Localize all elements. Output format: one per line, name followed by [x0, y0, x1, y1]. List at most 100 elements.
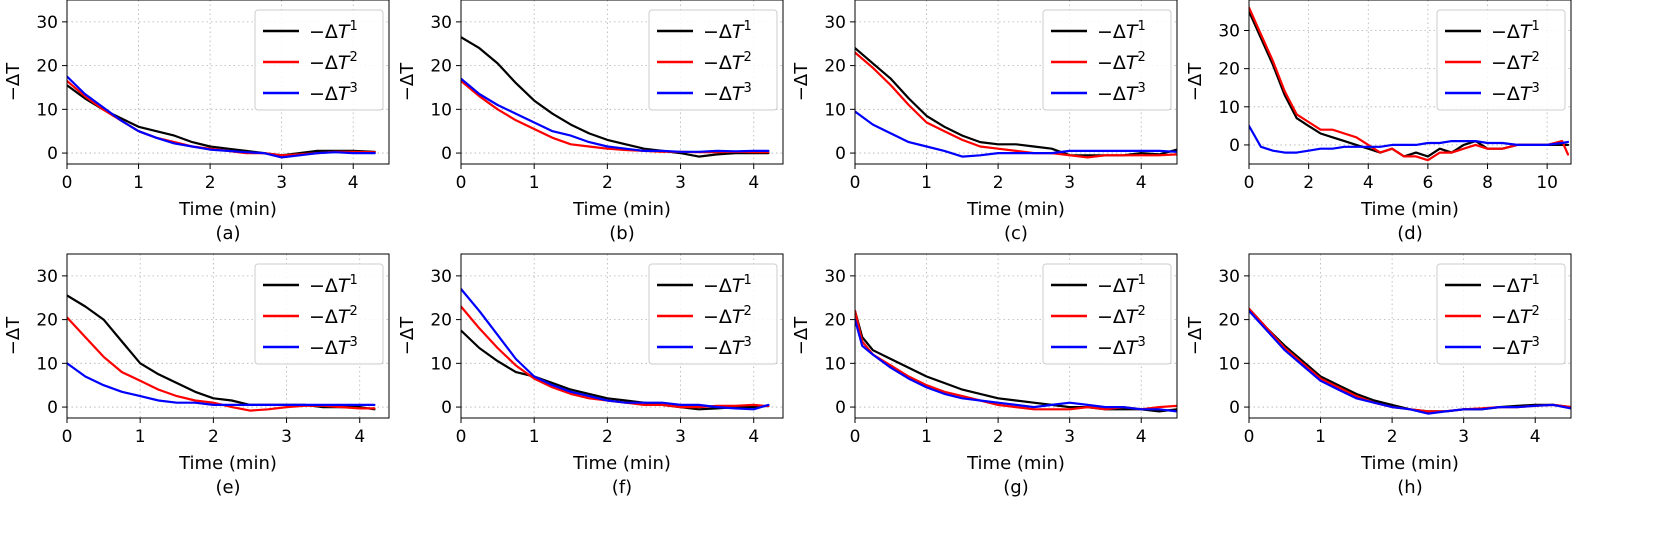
x-tick-label: 1 [1315, 427, 1326, 447]
series-line-3 [461, 77, 770, 153]
x-axis-label: Time (min) [1360, 199, 1459, 220]
y-tick-label: 10 [1218, 98, 1240, 118]
y-tick-label: 30 [430, 13, 452, 33]
x-tick-label: 1 [921, 173, 932, 193]
legend: −ΔT1 −ΔT2 −ΔT3 [648, 263, 778, 365]
axes-frame [460, 253, 784, 419]
y-tick-label: 0 [835, 144, 846, 164]
legend-label-2: −ΔT2 [703, 304, 752, 328]
legend: −ΔT1 −ΔT2 −ΔT3 [648, 9, 778, 111]
y-axis-label: −ΔT [1185, 316, 1206, 355]
series-line-3 [67, 75, 376, 159]
x-tick-label: 0 [1244, 173, 1255, 193]
legend-frame [1042, 263, 1172, 365]
legend-label-1: −ΔT1 [1097, 19, 1146, 43]
x-tick-label: 2 [1303, 173, 1314, 193]
x-tick-label: 0 [850, 173, 861, 193]
legend-label-1: −ΔT1 [1491, 273, 1540, 297]
y-tick-label: 10 [824, 100, 846, 120]
x-tick-label: 3 [675, 173, 686, 193]
panel-caption: (e) [215, 477, 240, 498]
x-tick-label: 1 [921, 427, 932, 447]
legend-label-2: −ΔT2 [309, 50, 358, 74]
y-tick-label: 20 [36, 57, 58, 77]
x-tick-label: 4 [748, 173, 759, 193]
legend-label-1: −ΔT1 [309, 19, 358, 43]
x-tick-label: 1 [135, 427, 146, 447]
x-tick-label: 2 [993, 427, 1004, 447]
legend-label-2: −ΔT2 [1097, 50, 1146, 74]
x-tick-label: 6 [1422, 173, 1433, 193]
y-tick-label: 10 [36, 100, 58, 120]
legend-label-3: −ΔT3 [309, 81, 358, 105]
legend: −ΔT1 −ΔT2 −ΔT3 [254, 263, 384, 365]
x-axis-label: Time (min) [572, 199, 671, 220]
legend-label-3: −ΔT3 [309, 335, 358, 359]
legend: −ΔT1 −ΔT2 −ΔT3 [254, 9, 384, 111]
y-tick-label: 0 [47, 398, 58, 418]
y-tick-label: 30 [1218, 22, 1240, 42]
series-line-1 [855, 309, 1177, 413]
x-tick-label: 0 [850, 427, 861, 447]
x-tick-label: 0 [62, 173, 73, 193]
panel-caption: (d) [1397, 223, 1422, 244]
legend-label-2: −ΔT2 [1097, 304, 1146, 328]
x-tick-label: 0 [456, 427, 467, 447]
x-axis-label: Time (min) [1360, 453, 1459, 474]
x-tick-label: 2 [208, 427, 219, 447]
series-line-3 [1249, 309, 1571, 415]
y-tick-label: 20 [824, 57, 846, 77]
legend-frame [254, 263, 384, 365]
y-tick-label: 20 [430, 57, 452, 77]
y-axis-label: −ΔT [397, 62, 418, 101]
panel-h: 0 1 2 3 4 0 10 20 30 Time (min) −ΔT (h) −ΔT1 −ΔT2 −ΔT3 [1185, 253, 1572, 498]
y-axis-label: −ΔT [791, 316, 812, 355]
x-tick-label: 0 [62, 427, 73, 447]
legend-label-3: −ΔT3 [703, 81, 752, 105]
x-tick-label: 2 [602, 427, 613, 447]
y-axis-label: −ΔT [3, 316, 24, 355]
panel-e: 0 1 2 3 4 0 10 20 30 Time (min) −ΔT (e) −ΔT1 −ΔT2 −ΔT3 [3, 253, 390, 498]
legend-frame [1042, 9, 1172, 111]
x-tick-label: 10 [1536, 173, 1558, 193]
x-tick-label: 4 [348, 173, 359, 193]
y-axis-label: −ΔT [791, 62, 812, 101]
x-axis-label: Time (min) [178, 199, 277, 220]
series-line-3 [855, 110, 1177, 158]
x-tick-label: 4 [748, 427, 759, 447]
legend-label-3: −ΔT3 [1097, 81, 1146, 105]
y-tick-label: 30 [36, 13, 58, 33]
x-tick-label: 4 [1136, 427, 1147, 447]
series-line-2 [855, 51, 1177, 159]
y-tick-label: 30 [1218, 267, 1240, 287]
series-line-1 [461, 36, 770, 158]
legend-label-3: −ΔT3 [1097, 335, 1146, 359]
y-tick-label: 0 [47, 144, 58, 164]
axes-frame [1248, 253, 1572, 419]
legend-frame [254, 9, 384, 111]
panel-caption: (h) [1397, 477, 1422, 498]
series-line-2 [461, 79, 770, 154]
axes-frame [460, 0, 784, 165]
panel-c: 0 1 2 3 4 0 10 20 30 Time (min) −ΔT (c) −ΔT1 −ΔT2 −ΔT3 [791, 0, 1178, 244]
series-line-3 [1249, 124, 1570, 154]
x-tick-label: 4 [354, 427, 365, 447]
legend-frame [648, 263, 778, 365]
x-tick-label: 8 [1482, 173, 1493, 193]
y-axis-label: −ΔT [397, 316, 418, 355]
x-tick-label: 2 [1387, 427, 1398, 447]
y-tick-label: 10 [1218, 354, 1240, 374]
y-tick-label: 20 [430, 311, 452, 331]
x-tick-label: 2 [993, 173, 1004, 193]
legend-label-1: −ΔT1 [1097, 273, 1146, 297]
x-tick-label: 3 [281, 427, 292, 447]
legend-label-2: −ΔT2 [703, 50, 752, 74]
x-tick-label: 3 [675, 427, 686, 447]
y-axis-label: −ΔT [1185, 62, 1206, 101]
y-tick-label: 30 [824, 13, 846, 33]
y-tick-label: 0 [441, 144, 452, 164]
x-tick-label: 3 [1064, 427, 1075, 447]
x-tick-label: 3 [276, 173, 287, 193]
legend-label-3: −ΔT3 [1491, 335, 1540, 359]
